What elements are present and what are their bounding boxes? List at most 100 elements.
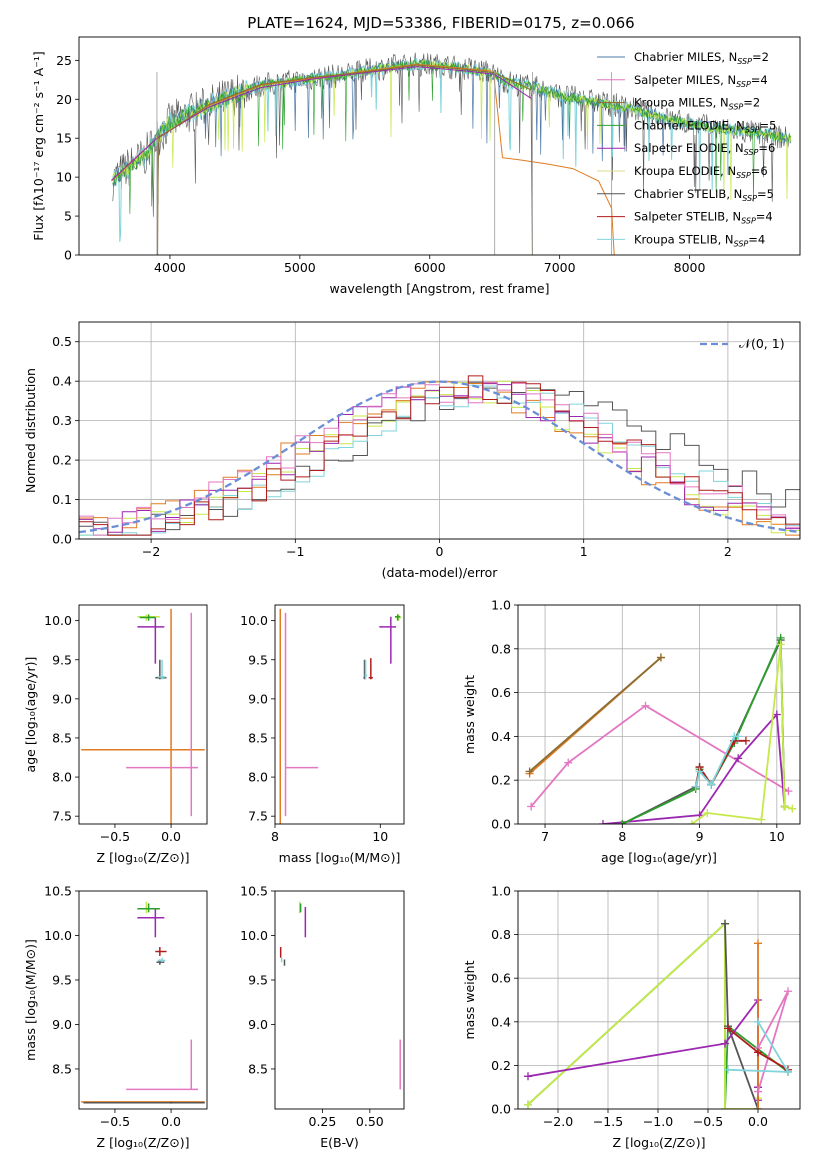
x-tick-label: 6000 [414, 260, 446, 275]
x-tick-label: 0.0 [161, 1114, 181, 1129]
y-tick-label: 0 [64, 248, 72, 263]
weight-line [527, 997, 759, 1101]
weight-point [780, 802, 789, 811]
weight-point [784, 787, 793, 796]
y-tick-label: 10.0 [44, 928, 72, 943]
legend-text: Kroupa MILES, N [634, 96, 729, 110]
weight-line [529, 656, 662, 773]
weight-point [721, 919, 729, 928]
spectrum-fit-line [111, 66, 533, 181]
histogram-step [79, 375, 800, 539]
y-tick-label: 9.0 [52, 691, 72, 706]
legend-subscript: SSP [741, 217, 756, 226]
legend-subscript: SSP [736, 80, 751, 89]
y-axis-label: Normed distribution [23, 368, 38, 493]
y-axis-label: mass [log₁₀(M/M⊙)] [23, 939, 38, 1061]
weight-line [530, 704, 789, 808]
y-axis-label: mass weight [462, 960, 477, 1039]
axes-frame [78, 604, 208, 825]
x-axis-label: Z [log₁₀(Z/Z⊙)] [613, 1135, 706, 1150]
x-tick-label: −0.5 [100, 1114, 130, 1129]
plot-area-residuals [79, 375, 800, 539]
weight-point [524, 1072, 532, 1081]
legend-entry: Salpeter MILES, NSSP=4 [634, 73, 768, 89]
errorbar-point [379, 616, 397, 664]
x-tick-label: 1 [580, 544, 588, 559]
legend-value: =6 [751, 164, 768, 178]
y-tick-label: 9.5 [248, 972, 268, 987]
errorbar-point [157, 659, 166, 680]
weight-point [724, 1065, 732, 1074]
y-tick-label: 8.0 [248, 770, 268, 785]
y-tick-label: 8.5 [248, 1061, 268, 1076]
x-axis-label: (data-model)/error [382, 565, 499, 580]
plot-area-Z-weight [524, 919, 792, 1109]
plot-area-spectrum [111, 52, 792, 255]
y-tick-label: 9.0 [52, 1017, 72, 1032]
legend-entry: Salpeter ELODIE, NSSP=6 [634, 141, 775, 157]
weight-point [564, 758, 573, 767]
weight-point [691, 782, 700, 791]
normal-curve [79, 380, 800, 534]
x-tick-label: 8000 [674, 260, 706, 275]
legend-text: Salpeter STELIB, N [634, 210, 741, 224]
y-tick-label: 0.8 [491, 641, 511, 656]
weight-point [734, 754, 743, 763]
legend-text: Chabrier MILES, N [634, 50, 737, 64]
y-tick-label: 9.0 [248, 1017, 268, 1032]
chart-residuals: 𝒩(0, 1) −2 −1 0 1 2 0.0 0.1 0.2 0.3 0.4 0.5 (data-mo… [23, 321, 801, 580]
legend-subscript: SSP [734, 239, 749, 248]
errorbar-point [83, 1101, 205, 1104]
legend-subscript: SSP [737, 57, 752, 66]
legend-entry: Chabrier ELODIE, NSSP=5 [634, 118, 776, 134]
weight-point [527, 802, 536, 811]
weight-point [754, 1017, 762, 1026]
axes-frame [78, 890, 208, 1110]
plot-area-Z-mass [81, 901, 205, 1104]
weight-point [618, 820, 627, 824]
x-axis-label: Z [log₁₀(Z/Z⊙)] [97, 850, 190, 865]
y-tick-label: 0.2 [491, 773, 511, 788]
y-tick-label: 8.5 [52, 1061, 72, 1076]
errorbar-point [284, 612, 319, 817]
y-tick-label: 1.0 [491, 884, 511, 899]
y-tick-label: 10 [56, 170, 72, 185]
weight-point [641, 701, 650, 710]
legend-text: Salpeter ELODIE, N [634, 141, 744, 155]
chart-age-weight: 7 8 9 10 0.0 0.2 0.4 0.6 0.8 1.0 age [log₁₀(age/yr… [462, 598, 801, 865]
weight-line [691, 644, 793, 824]
x-axis-label: E(B-V) [320, 1135, 359, 1150]
weight-line [757, 990, 789, 1092]
y-tick-label: 0.2 [52, 453, 72, 468]
errorbar-point [126, 612, 199, 817]
y-tick-label: 0.6 [491, 971, 511, 986]
legend-subscript: SSP [745, 125, 760, 134]
chart-mass-age: 8 10 7.5 8.0 8.5 9.0 9.5 10.0 mass [log₁₀(M/M⊙)] [240, 604, 405, 865]
x-tick-label: 2 [724, 544, 732, 559]
spectrum-fit-line [112, 59, 792, 215]
weight-point [721, 1105, 729, 1109]
y-axis-label: age [log₁₀(age/yr)] [23, 657, 38, 773]
weight-point [772, 710, 781, 719]
legend-subscript: SSP [744, 148, 759, 157]
y-tick-label: 7.5 [52, 809, 72, 824]
weight-line [621, 639, 786, 824]
axes-frame [78, 36, 801, 256]
x-axis-label: Z [log₁₀(Z/Z⊙)] [97, 1135, 190, 1150]
figure-title: PLATE=1624, MJD=53386, FIBERID=0175, z=0… [247, 14, 634, 32]
legend-value: =5 [760, 118, 777, 132]
errorbar-point [139, 614, 156, 621]
gridlines [79, 322, 800, 540]
legend-value: =2 [743, 96, 760, 110]
chart-Z-weight: −2.0 −1.5 −1.0 −0.5 0.0 0.0 0.2 0.4 0.6 0.8 1.0 Z [… [462, 884, 801, 1150]
x-tick-label: 0.0 [748, 1114, 768, 1129]
x-tick-label: 0.50 [356, 1114, 384, 1129]
legend-value: =6 [758, 141, 775, 155]
weight-point [784, 1067, 792, 1076]
y-tick-label: 15 [56, 131, 72, 146]
weight-point [724, 1024, 732, 1033]
legend-text: Kroupa ELODIE, N [634, 164, 736, 178]
y-tick-label: 5 [64, 209, 72, 224]
x-tick-label: 0.0 [161, 829, 181, 844]
